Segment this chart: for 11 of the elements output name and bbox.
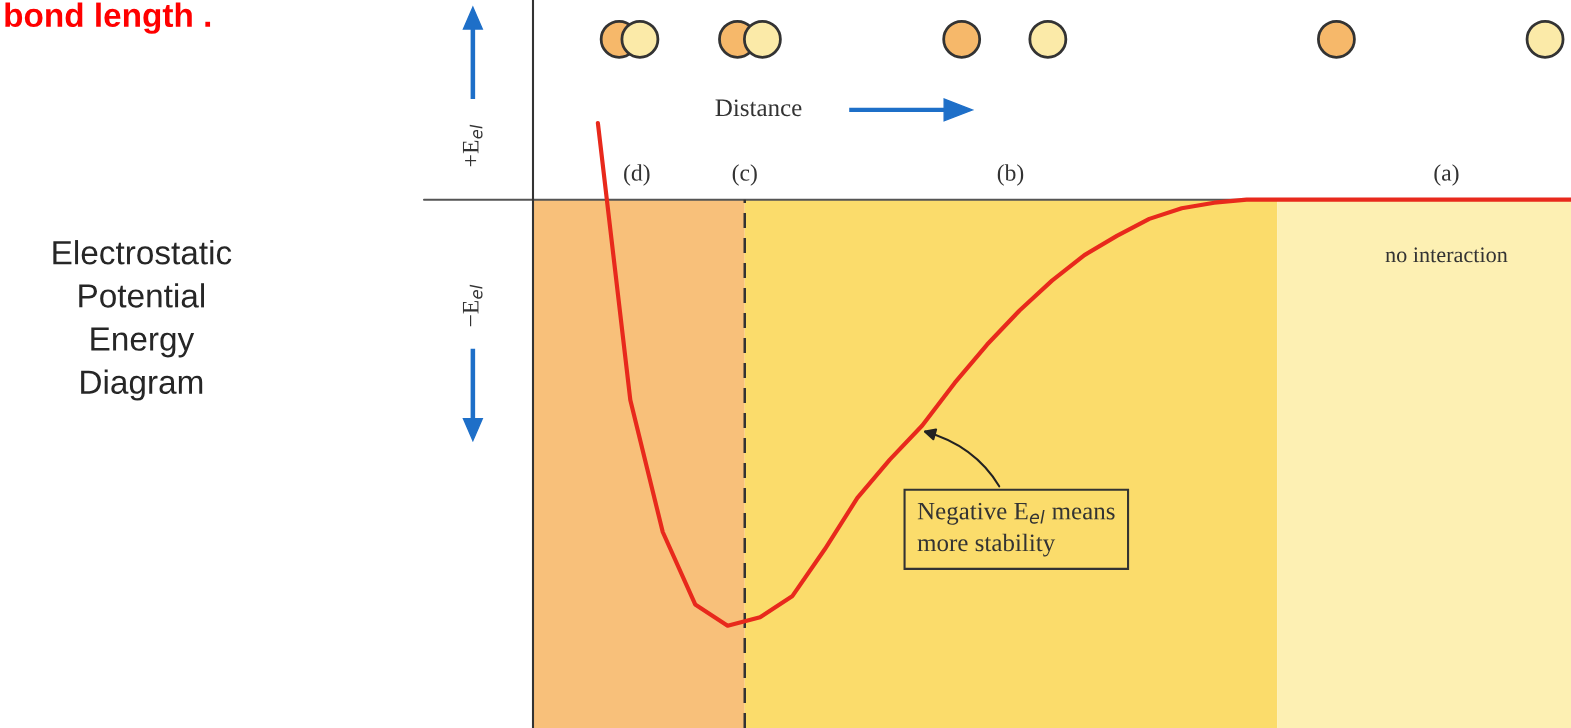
annotation: (a) xyxy=(1434,164,1459,186)
x-axis-title: Distance xyxy=(715,99,802,117)
text: Electrostatic Potential Energy Diagram xyxy=(53,240,232,401)
annotation: no interaction xyxy=(1385,247,1508,263)
annotation: Negative E$_{el}$ means more stability xyxy=(917,502,1115,557)
annotation: (c) xyxy=(732,164,757,186)
annotation: (b) xyxy=(997,164,1024,186)
text: bond length . xyxy=(5,2,211,34)
y-axis-title: +E$_{el}$ xyxy=(462,124,483,167)
annotation: (d) xyxy=(624,164,650,186)
text: −E$_{el}$ xyxy=(462,284,483,327)
